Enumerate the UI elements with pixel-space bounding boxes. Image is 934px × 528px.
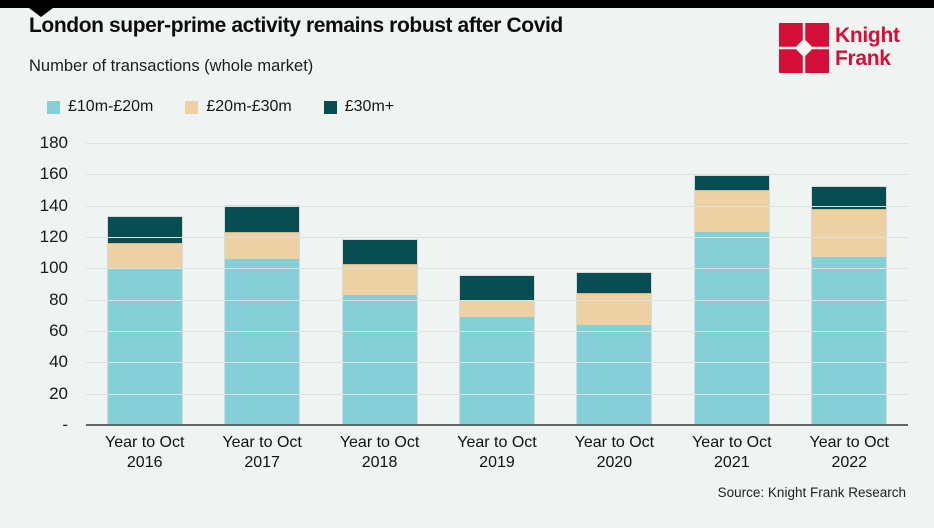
knight-frank-logo-icon	[779, 23, 829, 73]
y-tick-label: 80	[49, 289, 68, 309]
bar-segment-2020-series-0	[577, 324, 652, 425]
y-axis: 180 160 140 120 100 80 60 40 20 -	[0, 133, 68, 434]
bars-container	[86, 143, 908, 425]
bar-segment-2016-series-2	[107, 216, 182, 244]
legend-label-20m-30m: £20m-£30m	[206, 98, 292, 115]
gridline	[86, 174, 908, 176]
gridline	[86, 331, 908, 332]
bar-segment-2022-series-2	[812, 186, 887, 209]
legend-swatch-10m-20m	[47, 100, 60, 114]
bar-segment-2020-series-1	[577, 293, 652, 325]
gridline	[86, 299, 908, 301]
legend-label-30m-plus: £30m+	[344, 98, 395, 115]
bar-segment-2016-series-0	[107, 268, 182, 425]
legend-swatch-20m-30m	[185, 100, 199, 114]
plot-area	[86, 143, 908, 426]
bar-segment-2019-series-0	[459, 316, 534, 425]
bar-segment-2020-series-2	[577, 273, 652, 294]
bar-2019	[459, 276, 534, 425]
y-tick-label: 60	[49, 321, 68, 340]
x-tick-label-2018: Year to Oct 2018	[339, 434, 420, 471]
bar-segment-2021-series-1	[694, 190, 769, 233]
x-axis: Year to Oct 2016 Year to Oct 2017 Year to …	[86, 433, 908, 473]
legend-label-10m-20m: £10m-£20m	[68, 98, 154, 115]
bar-segment-2019-series-2	[459, 276, 534, 300]
y-tick-label: 180	[39, 133, 68, 152]
legend-swatch-30m-plus	[323, 100, 337, 114]
top-accent-bar	[0, 0, 934, 8]
bar-segment-2021-series-2	[694, 175, 769, 191]
gridline	[86, 143, 908, 144]
brand-line-2: Frank	[835, 47, 891, 70]
chart-subtitle: Number of transactions (whole market)	[29, 57, 314, 75]
bar-segment-2018-series-0	[342, 294, 417, 425]
bar-2021	[694, 175, 769, 425]
y-tick-label: 140	[39, 195, 68, 215]
bar-segment-2018-series-2	[342, 240, 417, 264]
gridline	[86, 268, 908, 270]
bar-column-2017	[203, 143, 320, 425]
gridline	[86, 393, 908, 395]
bar-column-2019	[438, 143, 555, 425]
bar-segment-2021-series-0	[694, 232, 769, 425]
bar-segment-2017-series-1	[225, 232, 300, 259]
bar-column-2020	[556, 143, 673, 425]
x-tick-label-2019: Year to Oct 2019	[457, 434, 537, 471]
knight-frank-logo: Knight Frank	[779, 23, 900, 73]
x-axis-baseline	[86, 424, 908, 426]
legend-item-20m-30m: £20m-£30m	[185, 98, 292, 116]
x-tick-label-2017: Year to Oct 2017	[222, 434, 302, 471]
bar-column-2021	[673, 143, 790, 425]
x-tick-label-2016: Year to Oct 2016	[104, 434, 185, 471]
bar-2017	[225, 205, 300, 425]
bar-segment-2022-series-1	[812, 208, 887, 258]
bar-2016	[107, 216, 182, 425]
top-triangle-decoration	[29, 8, 53, 17]
y-tick-label: 100	[39, 258, 68, 278]
bar-segment-2022-series-0	[812, 257, 887, 425]
page-title: London super-prime activity remains robu…	[29, 14, 563, 37]
x-tick-label-2020: Year to Oct 2020	[574, 434, 655, 471]
y-tick-label: 20	[49, 383, 68, 403]
bar-segment-2017-series-0	[225, 258, 300, 425]
y-tick-label: 160	[39, 164, 68, 184]
gridline	[86, 237, 908, 238]
bar-segment-2016-series-1	[107, 243, 182, 269]
bar-segment-2017-series-2	[225, 205, 300, 233]
bar-segment-2019-series-1	[459, 299, 534, 317]
legend-item-10m-20m: £10m-£20m	[47, 98, 153, 116]
y-tick-label: 40	[49, 352, 68, 372]
bar-column-2022	[791, 143, 908, 425]
x-tick-label-2021: Year to Oct 2021	[692, 434, 772, 471]
bar-column-2016	[86, 143, 203, 425]
chart-legend: £10m-£20m £20m-£30m £30m+	[47, 98, 394, 116]
knight-frank-wordmark: Knight Frank	[835, 24, 900, 70]
bar-2020	[577, 273, 652, 425]
source-note: Source: Knight Frank Research	[717, 485, 906, 500]
bar-column-2018	[321, 143, 438, 425]
gridline	[86, 362, 908, 364]
y-tick-label: 120	[39, 227, 68, 246]
x-tick-label-2022: Year to Oct 2022	[809, 434, 889, 471]
brand-line-1: Knight	[835, 24, 900, 47]
bar-2022	[812, 186, 887, 425]
legend-item-30m-plus: £30m+	[323, 98, 395, 116]
y-tick-label: -	[62, 415, 68, 434]
bar-2018	[342, 240, 417, 425]
gridline	[86, 205, 908, 207]
